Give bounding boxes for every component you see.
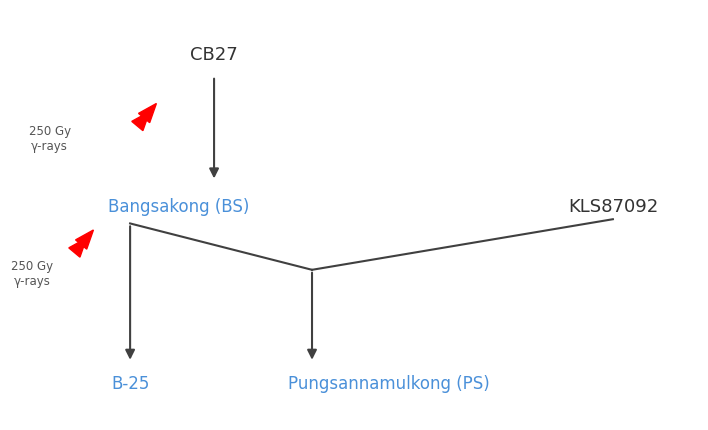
Text: Bangsakong (BS): Bangsakong (BS) bbox=[108, 197, 250, 215]
Polygon shape bbox=[69, 238, 86, 257]
Text: 250 Gy
γ-rays: 250 Gy γ-rays bbox=[11, 260, 53, 288]
Polygon shape bbox=[139, 104, 156, 123]
Text: B-25: B-25 bbox=[111, 375, 149, 393]
Text: CB27: CB27 bbox=[190, 46, 238, 64]
Text: 250 Gy
γ-rays: 250 Gy γ-rays bbox=[28, 125, 71, 153]
Polygon shape bbox=[76, 230, 93, 249]
Polygon shape bbox=[132, 111, 149, 131]
Text: KLS87092: KLS87092 bbox=[568, 197, 658, 215]
Text: Pungsannamulkong (PS): Pungsannamulkong (PS) bbox=[288, 375, 490, 393]
